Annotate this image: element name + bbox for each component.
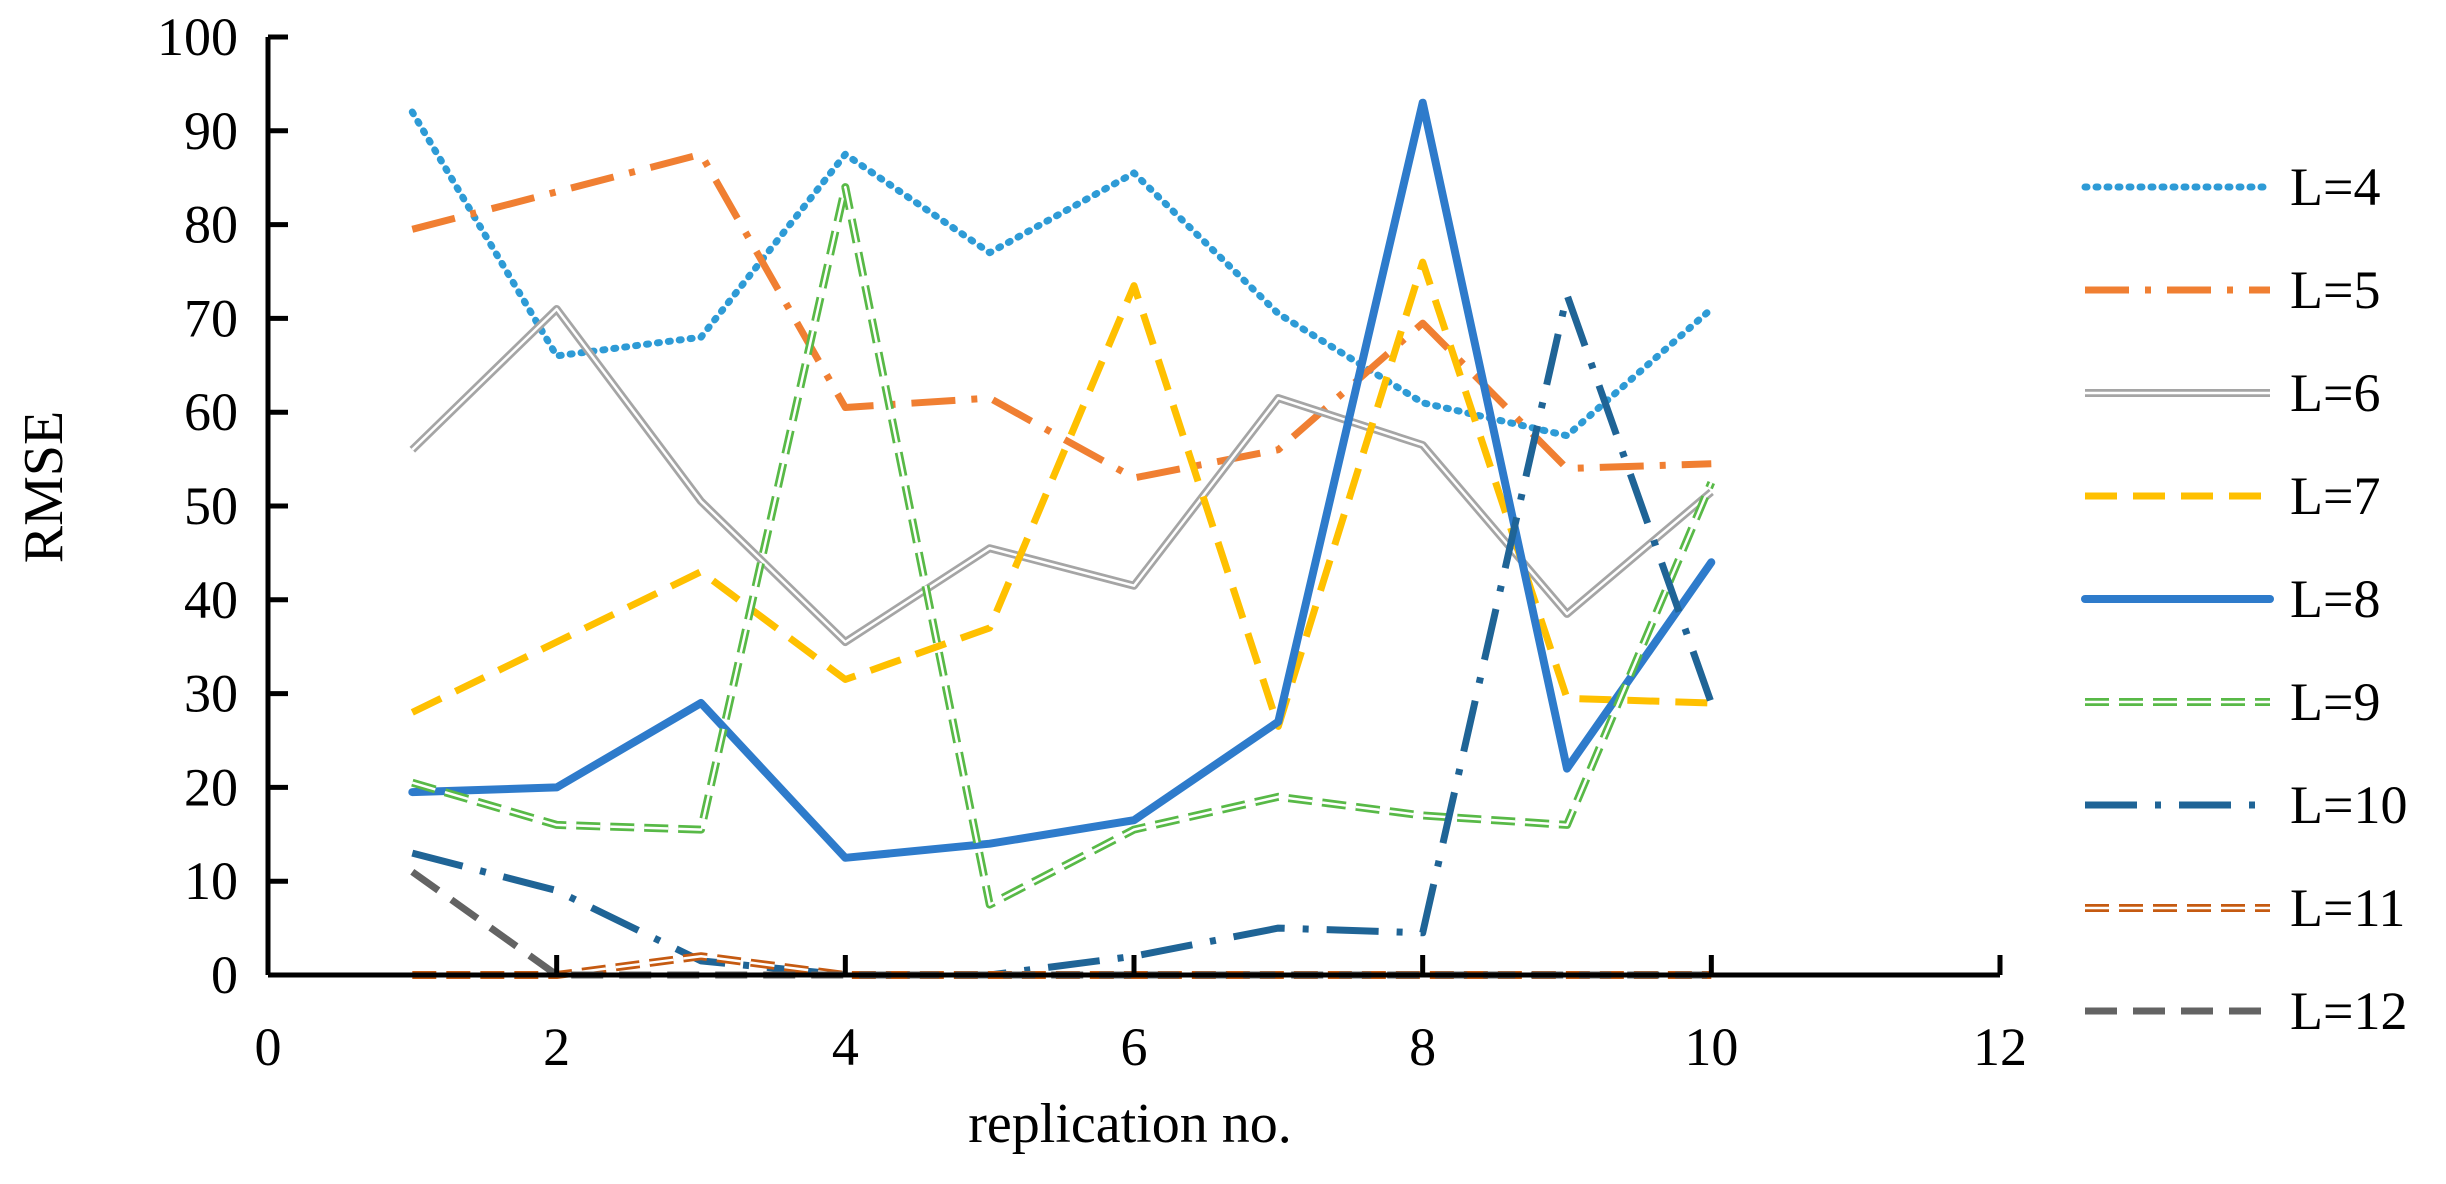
x-tick-label: 6 — [1121, 1017, 1148, 1077]
series-line — [408, 108, 1715, 440]
legend-label: L=12 — [2290, 981, 2407, 1041]
y-axis-title: RMSE — [13, 411, 75, 564]
legend-label: L=6 — [2290, 363, 2380, 423]
legend-item: L=5 — [2085, 260, 2380, 320]
series-line — [411, 291, 1715, 979]
legend-item: L=4 — [2081, 157, 2380, 217]
series-line — [409, 305, 1714, 646]
series-line — [410, 868, 1712, 979]
legend-label: L=4 — [2290, 157, 2380, 217]
legend-item: L=8 — [2081, 569, 2380, 629]
y-tick-label: 20 — [184, 757, 238, 817]
y-tick-label: 70 — [184, 288, 238, 348]
legend-label: L=7 — [2290, 466, 2380, 526]
legend-item: L=7 — [2085, 466, 2380, 526]
y-tick-label: 30 — [184, 664, 238, 724]
x-axis-title: replication no. — [968, 1093, 1291, 1155]
series-line-inner — [411, 185, 1713, 906]
y-tick-label: 40 — [184, 570, 238, 630]
y-tick-label: 60 — [184, 382, 238, 442]
legend-item: L=6 — [2085, 363, 2380, 423]
y-tick-label: 100 — [157, 7, 238, 67]
series-line-inner — [411, 307, 1713, 644]
series-l-12 — [410, 868, 1712, 979]
series-line — [408, 98, 1716, 862]
x-tick-label: 0 — [255, 1017, 282, 1077]
x-tick-label: 2 — [543, 1017, 570, 1077]
x-tick-label: 8 — [1409, 1017, 1436, 1077]
y-tick-label: 50 — [184, 476, 238, 536]
legend-item: L=12 — [2085, 981, 2407, 1041]
series-l-5 — [411, 150, 1712, 482]
y-tick-label: 10 — [184, 851, 238, 911]
x-tick-label: 4 — [832, 1017, 859, 1077]
y-tick-label: 0 — [211, 945, 238, 1005]
legend: L=4 L=5 L=6 L=7 L=8 L=9 L=10 L=11 L=12 — [2081, 157, 2407, 1041]
x-tick-label: 10 — [1684, 1017, 1738, 1077]
series-l-9 — [411, 183, 1715, 909]
y-tick-label: 80 — [184, 195, 238, 255]
axes: 0 10 20 30 40 50 60 70 80 90 100 0 2 4 6 8 10 12 — [157, 7, 2027, 1077]
legend-label: L=8 — [2290, 569, 2380, 629]
series-l-8 — [408, 98, 1716, 862]
series-line — [411, 150, 1712, 482]
series-l-6 — [409, 305, 1714, 646]
legend-label: L=11 — [2290, 878, 2405, 938]
series-line — [410, 258, 1712, 730]
plot-area — [408, 98, 1716, 979]
legend-item: L=11 — [2085, 878, 2405, 938]
legend-label: L=5 — [2290, 260, 2380, 320]
legend-item: L=9 — [2085, 672, 2380, 732]
series-l-7 — [410, 258, 1712, 730]
series-l-10 — [411, 291, 1715, 979]
x-tick-label: 12 — [1973, 1017, 2027, 1077]
y-tick-label: 90 — [184, 101, 238, 161]
legend-label: L=9 — [2290, 672, 2380, 732]
series-l-4 — [408, 108, 1715, 440]
legend-item: L=10 — [2085, 775, 2407, 835]
legend-label: L=10 — [2290, 775, 2407, 835]
